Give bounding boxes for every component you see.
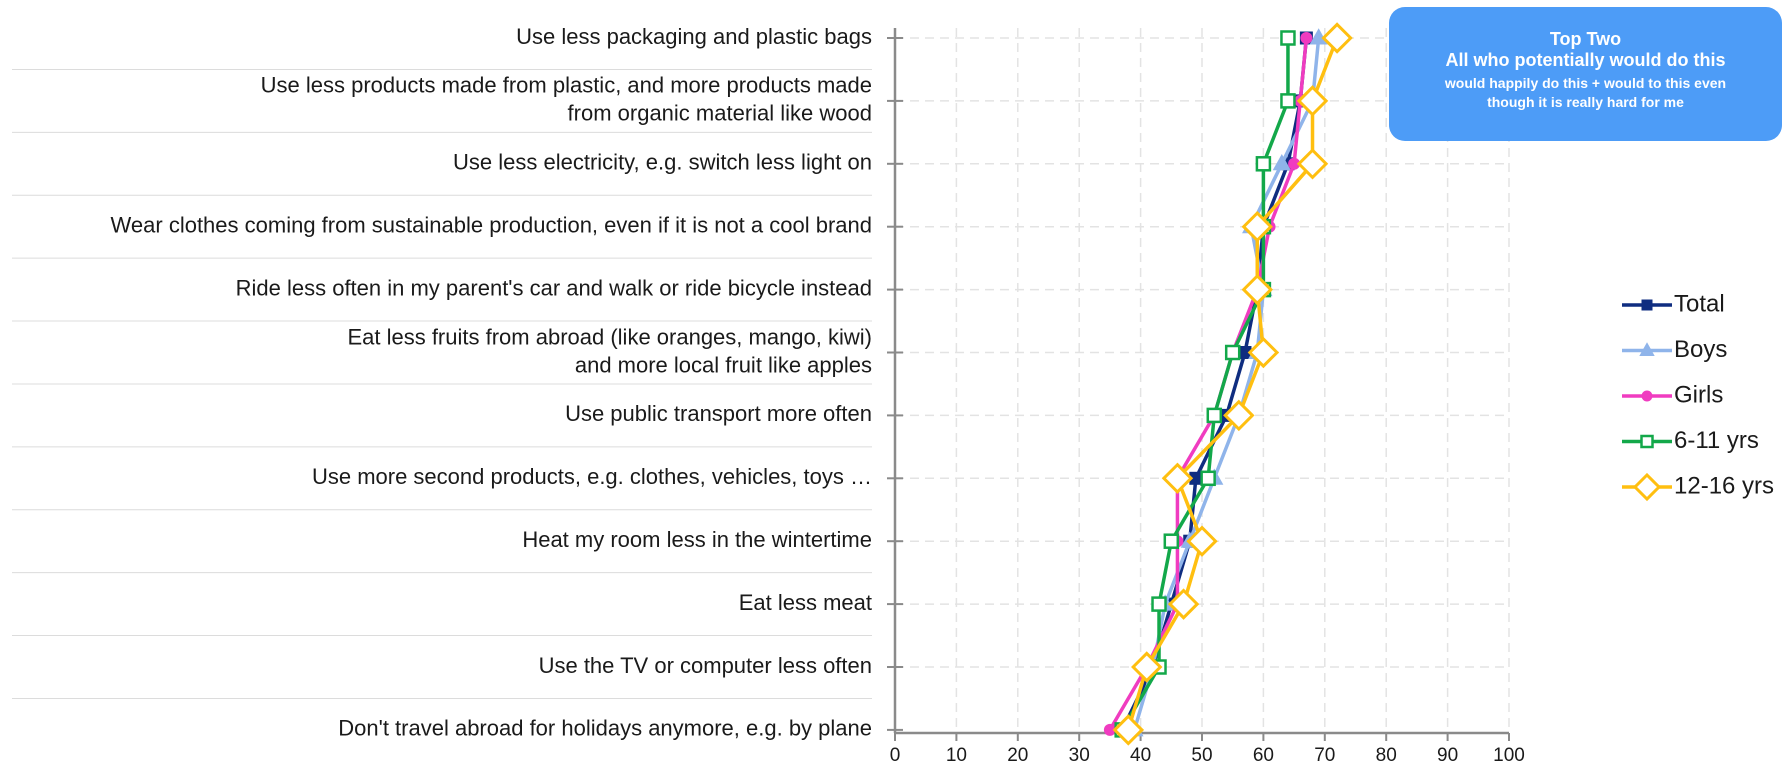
category-label: Ride less often in my parent's car and w… xyxy=(236,275,872,300)
series-total xyxy=(1115,31,1313,737)
data-point xyxy=(1241,273,1273,306)
series-line xyxy=(1132,37,1321,731)
chart-legend: Total Boys Girls 6-11 yrs 12-16 yrs xyxy=(1622,290,1774,502)
data-point xyxy=(1103,723,1116,736)
data-point xyxy=(1200,470,1216,487)
chart-series xyxy=(1103,22,1353,746)
category-labels: Use less packaging and plastic bags Use l… xyxy=(111,24,872,741)
data-point xyxy=(1223,399,1255,432)
category-label: Don't travel abroad for holidays anymore… xyxy=(338,716,872,741)
series-girls xyxy=(1103,32,1313,736)
data-point xyxy=(1272,154,1291,171)
x-tick-label: 80 xyxy=(1376,745,1397,766)
data-point xyxy=(1241,210,1273,243)
x-tick-label: 30 xyxy=(1069,745,1090,766)
category-label: Use less products made from plastic, and… xyxy=(261,73,872,98)
note-detail-line-2: though it is really hard for me xyxy=(1487,94,1684,110)
data-point xyxy=(1309,28,1328,45)
legend-label: 6-11 yrs xyxy=(1674,427,1759,454)
category-label: Use less packaging and plastic bags xyxy=(516,24,872,49)
data-point xyxy=(1186,525,1218,557)
note-detail-line-1: would happily do this + would to this ev… xyxy=(1444,75,1727,91)
legend-label: Total xyxy=(1674,290,1725,317)
series-6-11-yrs xyxy=(1114,30,1296,738)
x-tick-label: 0 xyxy=(890,745,901,766)
data-point xyxy=(1206,407,1223,424)
note-detail: would happily do this + would to this ev… xyxy=(1389,74,1782,112)
legend-item: Boys xyxy=(1622,336,1727,363)
series-line xyxy=(1120,37,1309,731)
x-tick-label: 10 xyxy=(946,745,967,766)
data-point xyxy=(1280,30,1296,46)
category-label: Use the TV or computer less often xyxy=(539,653,872,678)
x-tick-label: 60 xyxy=(1253,745,1274,766)
legend-marker xyxy=(1641,390,1653,402)
data-point xyxy=(1321,22,1353,54)
legend-label: 12-16 yrs xyxy=(1674,472,1774,499)
data-point xyxy=(1238,346,1252,359)
category-label: Wear clothes coming from sustainable pro… xyxy=(111,213,872,238)
data-point xyxy=(1280,93,1296,109)
data-point xyxy=(1112,714,1145,746)
x-tick-label: 40 xyxy=(1130,745,1151,766)
data-point xyxy=(1161,462,1194,495)
legend-marker xyxy=(1632,472,1662,502)
legend-marker xyxy=(1640,434,1654,449)
category-label: and more local fruit like apples xyxy=(575,352,872,377)
series-line xyxy=(1108,37,1309,731)
chart-grid xyxy=(895,28,1510,733)
legend-item: Total xyxy=(1622,290,1725,317)
data-point xyxy=(1224,344,1241,361)
category-label: Use more second products, e.g. clothes, … xyxy=(312,464,872,489)
category-label: Eat less meat xyxy=(739,590,872,615)
legend-item: Girls xyxy=(1622,381,1723,408)
legend-marker xyxy=(1639,342,1655,356)
data-point xyxy=(1296,148,1329,180)
series-line xyxy=(1120,38,1290,731)
category-label: Use public transport more often xyxy=(565,401,872,426)
legend-item: 12-16 yrs xyxy=(1622,472,1774,502)
x-tick-label: 50 xyxy=(1191,745,1212,766)
x-tick-label: 90 xyxy=(1437,745,1458,766)
data-point xyxy=(1300,32,1313,44)
data-point xyxy=(1247,336,1280,369)
note-title: Top Two xyxy=(1549,29,1622,49)
category-label: from organic material like wood xyxy=(568,101,872,126)
legend-label: Boys xyxy=(1674,336,1727,363)
legend-marker xyxy=(1641,299,1653,311)
data-point xyxy=(1167,588,1200,620)
x-tick-label: 20 xyxy=(1007,745,1028,766)
legend-label: Girls xyxy=(1674,381,1723,408)
data-point xyxy=(1151,596,1167,612)
data-point xyxy=(1163,533,1180,549)
series-12-16-yrs xyxy=(1112,22,1353,746)
data-point xyxy=(1131,651,1163,683)
category-label: Heat my room less in the wintertime xyxy=(522,527,872,552)
data-point xyxy=(1255,156,1272,172)
category-label: Eat less fruits from abroad (like orange… xyxy=(347,324,872,349)
x-tick-label: 100 xyxy=(1493,745,1525,766)
category-label: Use less electricity, e.g. switch less l… xyxy=(453,150,872,175)
x-tick-label: 70 xyxy=(1314,745,1335,766)
data-point xyxy=(1296,85,1329,117)
x-axis-tick-labels: 0 10 20 30 40 50 60 70 80 90 100 xyxy=(890,745,1525,766)
top-two-note-box: Top Two All who potentially would do thi… xyxy=(1389,7,1782,141)
data-point xyxy=(1288,157,1301,170)
data-point xyxy=(1189,471,1203,485)
legend-item: 6-11 yrs xyxy=(1622,427,1759,454)
chart-axes xyxy=(887,28,1510,741)
note-subtitle: All who potentially would do this xyxy=(1445,50,1726,70)
category-separators xyxy=(12,68,872,699)
